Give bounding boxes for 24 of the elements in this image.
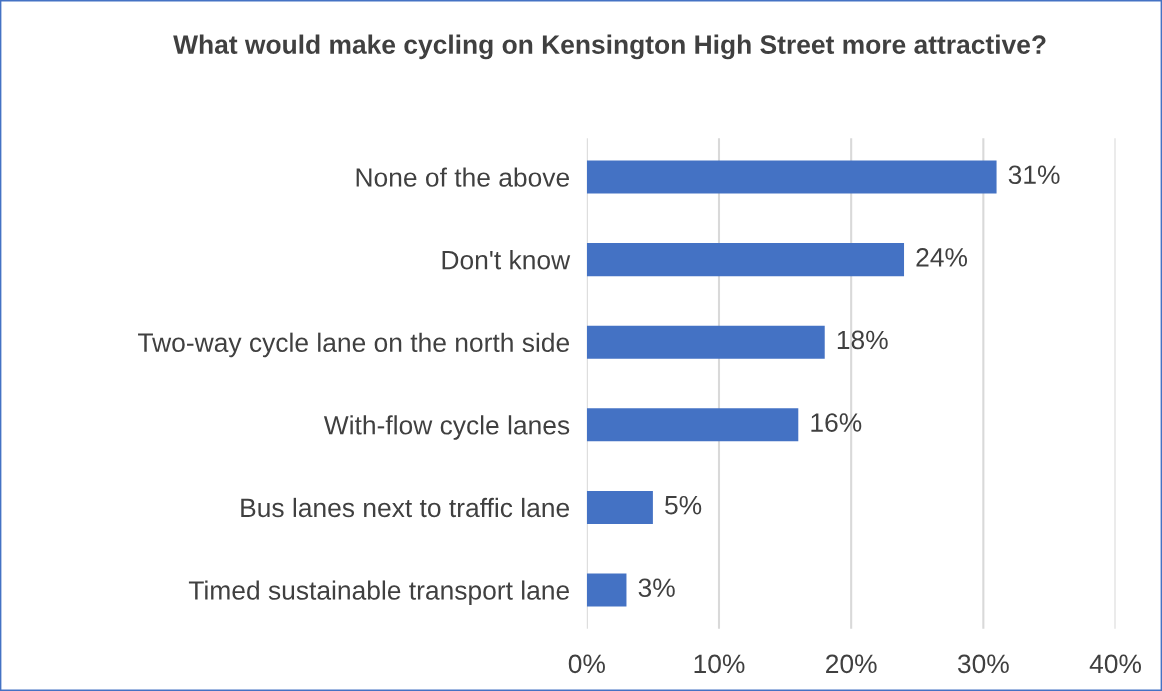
- bar: [586, 160, 997, 194]
- y-tick-label: Don't know: [442, 250, 571, 270]
- x-tick-label: 40%: [1089, 654, 1141, 674]
- data-label: 3%: [638, 578, 675, 598]
- y-tick-label: Timed sustainable transport lane: [188, 580, 569, 606]
- y-tick-label: Two-way cycle lane on the north side: [138, 332, 569, 358]
- data-label: 16%: [811, 413, 862, 432]
- bar: [586, 408, 799, 442]
- y-tick-label: Bus lanes next to traffic lane: [241, 497, 569, 518]
- y-tick-label: None of the above: [356, 167, 569, 187]
- data-label: 31%: [1008, 165, 1060, 185]
- bar: [586, 243, 905, 277]
- x-tick-label: 10%: [694, 654, 745, 674]
- bar: [586, 325, 825, 359]
- data-label: 5%: [665, 495, 702, 515]
- data-label: 18%: [837, 330, 888, 350]
- bar: [586, 490, 653, 524]
- x-tick-label: 0%: [568, 654, 605, 674]
- data-label: 24%: [916, 248, 968, 267]
- x-tick-label: 30%: [957, 654, 1009, 674]
- x-tick-label: 20%: [826, 654, 877, 674]
- chart-title: What would make cycling on Kensington High Street more attractive?: [173, 34, 1046, 60]
- y-tick-label: With-flow cycle lanes: [323, 415, 570, 440]
- bar: [586, 573, 627, 607]
